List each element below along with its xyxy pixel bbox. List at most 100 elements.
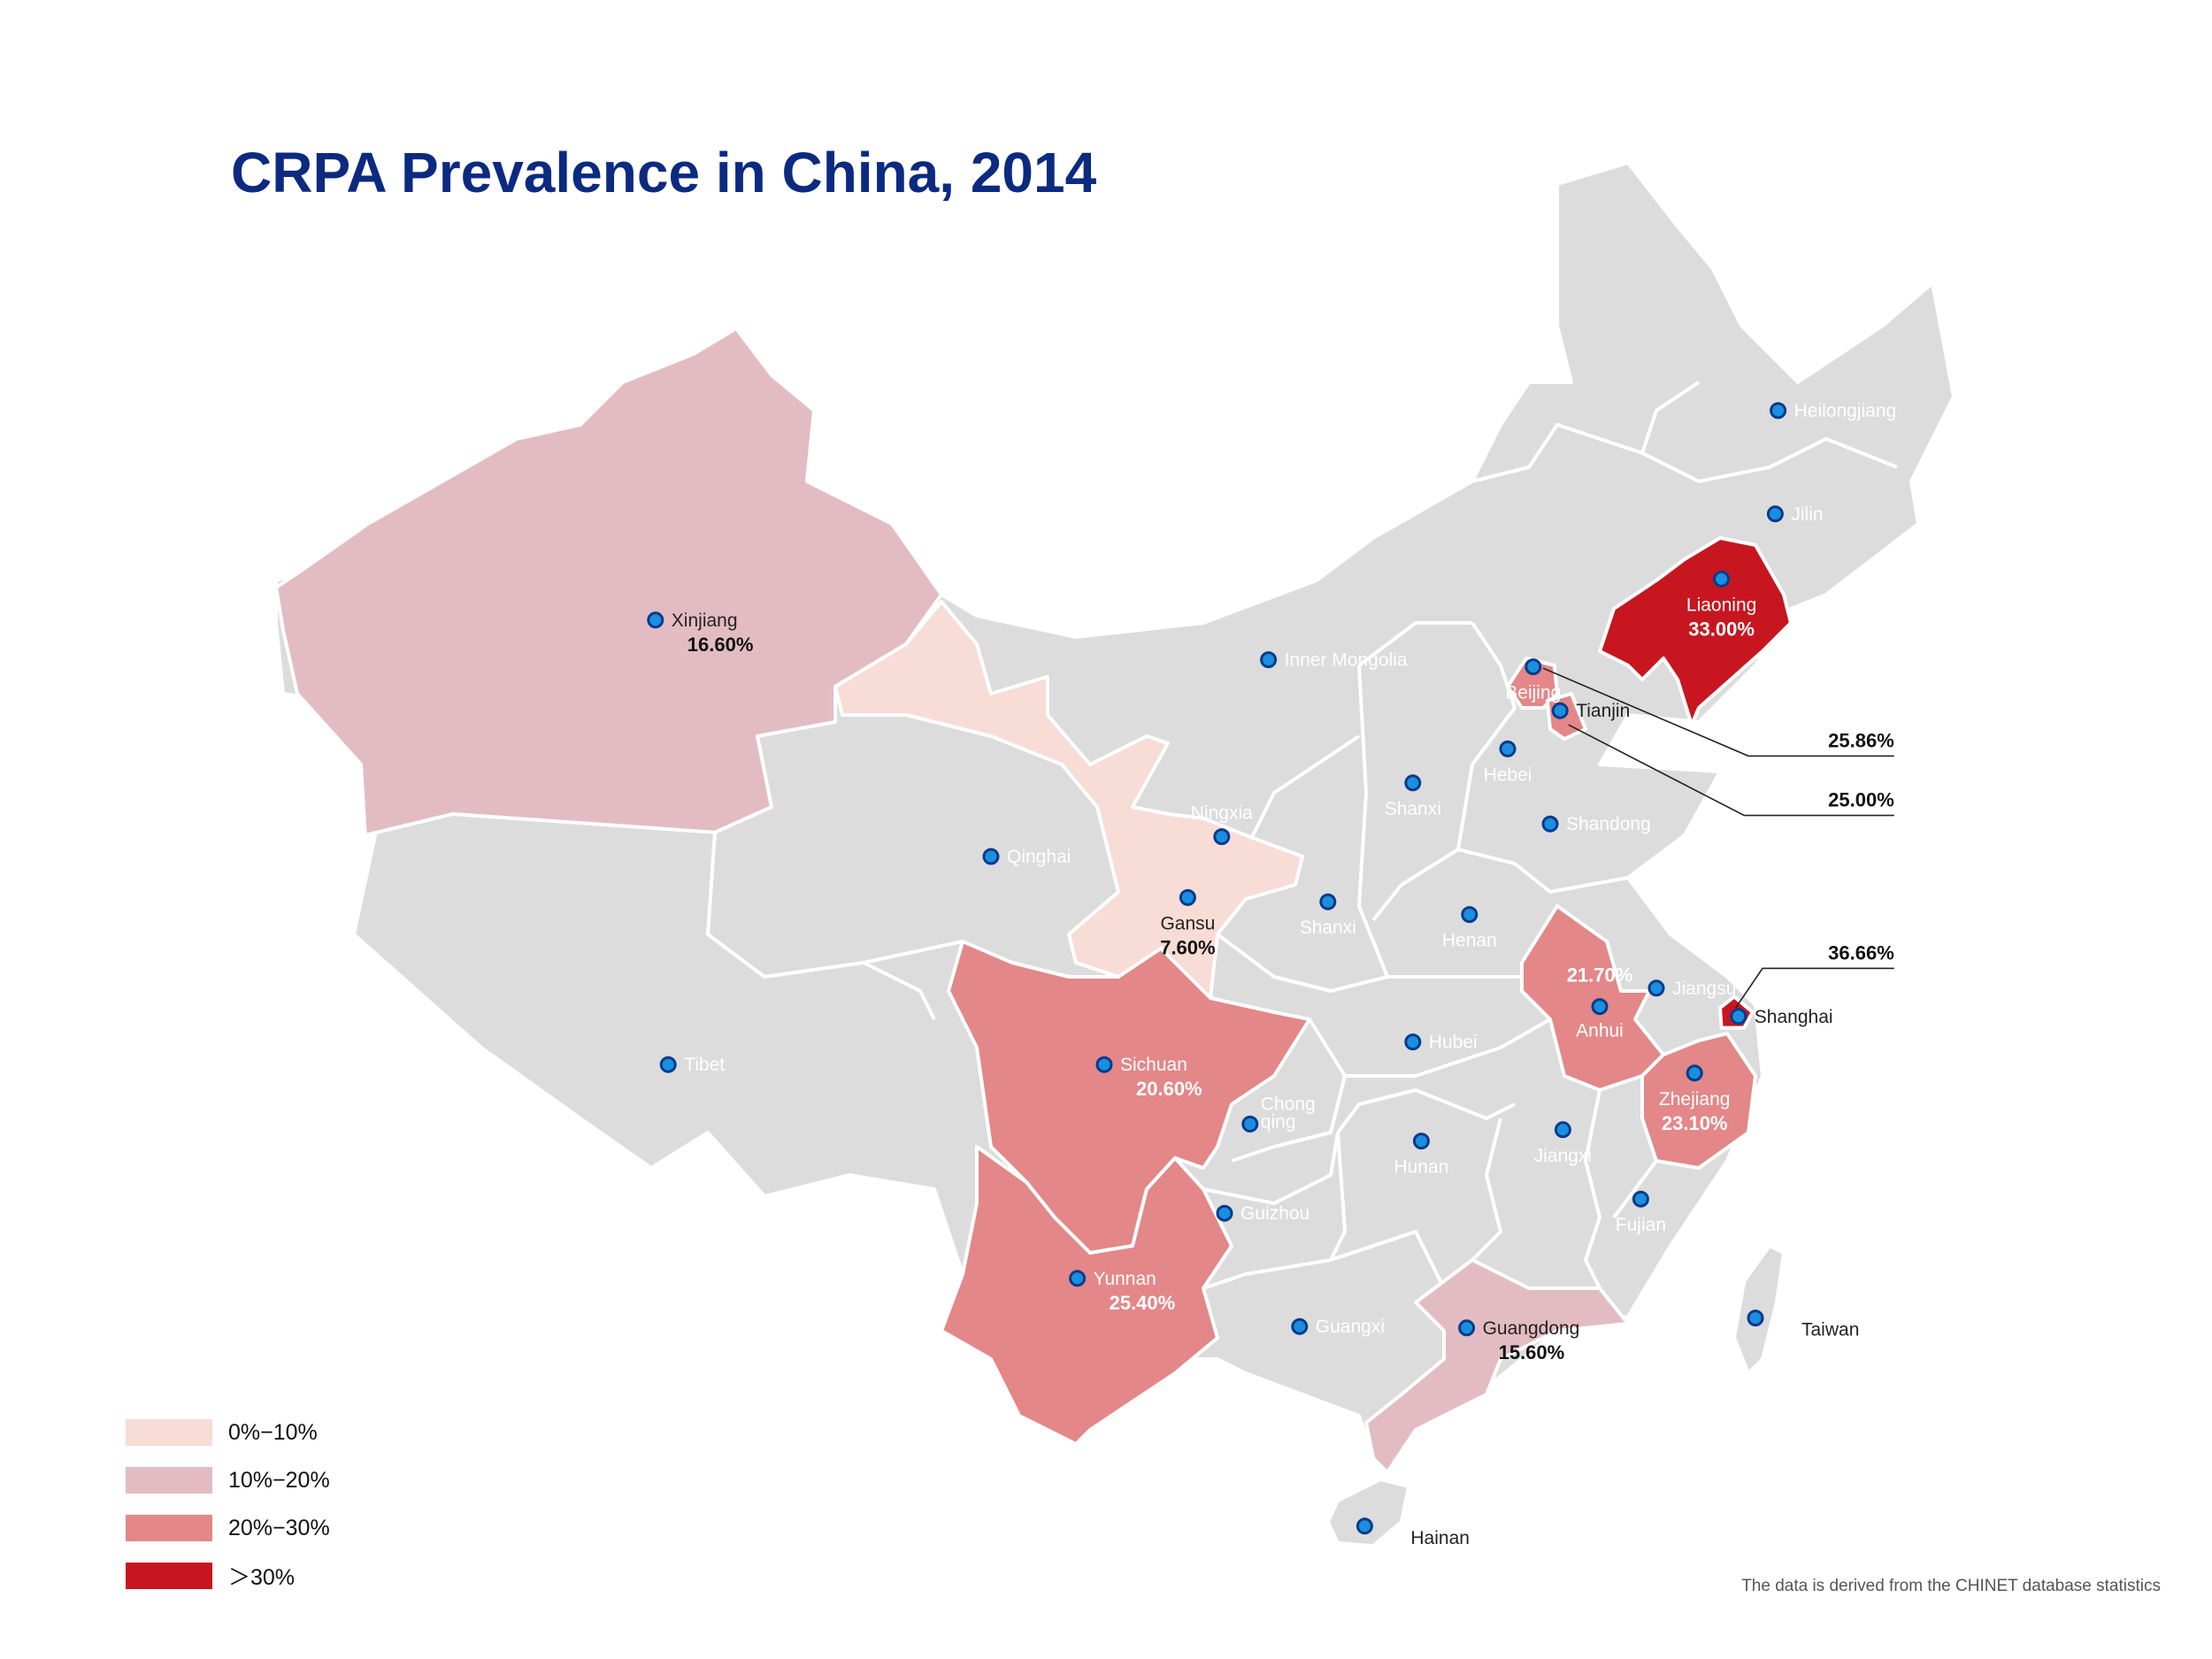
marker-guizhou-icon <box>1216 1204 1233 1222</box>
marker-fujian-icon <box>1632 1190 1649 1208</box>
label-hubei: Hubei <box>1429 1033 1478 1053</box>
region-xinjiang[interactable] <box>274 326 944 838</box>
label-guizhou: Guizhou <box>1240 1203 1310 1224</box>
callout-line-beijing <box>1542 667 1894 757</box>
source-note: The data is derived from the CHINET data… <box>1741 1577 2161 1595</box>
label-liaoning: Liaoning <box>1686 595 1756 615</box>
region-beijing[interactable] <box>1506 657 1560 710</box>
value-sichuan: 20.60% <box>1136 1078 1202 1100</box>
marker-yunnan-icon <box>1069 1270 1087 1287</box>
label-shanxi: Shanxi <box>1385 799 1441 819</box>
value-anhui: 21.70% <box>1567 964 1633 987</box>
marker-hunan-icon <box>1412 1133 1430 1150</box>
legend-swatch <box>126 1563 212 1589</box>
marker-shanxi-icon <box>1404 774 1422 792</box>
marker-shanxi-icon <box>1319 893 1337 910</box>
label-hunan: Hunan <box>1394 1157 1448 1178</box>
label-hebei: Hebei <box>1484 764 1532 785</box>
legend-label: ＞30% <box>228 1565 296 1590</box>
legend-label: 0%−10% <box>228 1419 318 1445</box>
marker-henan-icon <box>1461 906 1479 924</box>
marker-gansu-icon <box>1179 888 1196 906</box>
marker-hubei-icon <box>1404 1033 1422 1051</box>
region-zhejiang[interactable] <box>1640 1032 1758 1171</box>
page-title: CRPA Prevalence in China, 2014 <box>231 141 1097 204</box>
label-jiangxi: Jiangxi <box>1534 1146 1592 1166</box>
callout-line-shanghai <box>1734 967 1894 1009</box>
legend-item: ＞30% <box>126 1552 330 1600</box>
label-anhui: Anhui <box>1576 1021 1624 1041</box>
region-liaoning[interactable] <box>1598 536 1793 727</box>
label-henan: Henan <box>1442 931 1497 951</box>
label-shanghai: Shanghai <box>1755 1007 1833 1027</box>
label-yunnan: Yunnan <box>1094 1269 1156 1289</box>
legend-label: 10%−20% <box>228 1467 330 1493</box>
province-borders <box>706 380 1898 1290</box>
marker-shandong-icon <box>1541 815 1559 833</box>
marker-guangdong-icon <box>1458 1319 1476 1337</box>
label-shanxi: Shanxi <box>1300 918 1356 938</box>
hainan-shape <box>1325 1478 1411 1548</box>
label-heilongjiang: Heilongjiang <box>1794 401 1897 421</box>
label-jiangsu: Jiangsu <box>1672 979 1736 999</box>
marker-jilin-icon <box>1766 505 1784 523</box>
marker-xinjiang-icon <box>647 611 664 629</box>
value-guangdong: 15.60% <box>1499 1341 1565 1363</box>
region-yunnan[interactable] <box>940 1145 1234 1447</box>
marker-chong-qing-icon <box>1241 1115 1259 1133</box>
marker-shanghai-icon <box>1730 1008 1747 1025</box>
marker-beijing-icon <box>1525 658 1542 676</box>
callout-lines: 25.86% 25.00% 36.66% <box>1542 667 1894 1009</box>
label-zhejiang: Zhejiang <box>1659 1089 1731 1110</box>
marker-inner-mongolia-icon <box>1260 651 1278 669</box>
value-xinjiang: 16.60% <box>687 634 754 656</box>
label-jilin: Jilin <box>1791 504 1823 525</box>
legend-swatch <box>126 1467 212 1494</box>
legend-item: 20%−30% <box>126 1504 330 1552</box>
label-guangxi: Guangxi <box>1316 1317 1385 1337</box>
callout-value-shanghai: 36.66% <box>1828 941 1894 964</box>
marker-jiangxi-icon <box>1554 1121 1571 1139</box>
marker-guangxi-icon <box>1291 1317 1309 1335</box>
legend: 0%−10% 10%−20% 20%−30% ＞30% <box>126 1409 330 1600</box>
callout-value-beijing: 25.86% <box>1828 729 1894 751</box>
marker-qinghai-icon <box>982 848 1000 865</box>
marker-hainan-icon <box>1356 1517 1373 1535</box>
marker-anhui-icon <box>1591 998 1609 1016</box>
marker-hebei-icon <box>1499 740 1517 757</box>
label-tibet: Tibet <box>684 1055 725 1075</box>
legend-item: 0%−10% <box>126 1409 330 1456</box>
value-yunnan: 25.40% <box>1110 1292 1176 1314</box>
legend-label: 20%−30% <box>228 1515 330 1540</box>
label-xinjiang: Xinjiang <box>672 611 738 631</box>
region-sichuan[interactable] <box>947 940 1312 1256</box>
label-sichuan: Sichuan <box>1120 1055 1187 1075</box>
label-ningxia: Ningxia <box>1191 803 1253 824</box>
region-guangdong[interactable] <box>1364 1258 1631 1475</box>
legend-swatch <box>126 1419 212 1446</box>
marker-tibet-icon <box>659 1056 677 1073</box>
label-taiwan: Taiwan <box>1801 1320 1859 1340</box>
legend-item: 10%−20% <box>126 1456 330 1504</box>
marker-ningxia-icon <box>1213 828 1231 846</box>
label-guangdong: Guangdong <box>1483 1318 1580 1339</box>
marker-jiangsu-icon <box>1647 979 1665 997</box>
value-zhejiang: 23.10% <box>1662 1112 1728 1134</box>
province-markers: Heilongjiang Jilin Liaoning 33.00% Inner Mon… <box>647 401 1897 1548</box>
label-fujian: Fujian <box>1616 1215 1666 1235</box>
callout-value-tianjin: 25.00% <box>1828 789 1894 811</box>
label-shandong: Shandong <box>1566 814 1651 834</box>
value-gansu: 7.60% <box>1160 936 1215 958</box>
label-tianjin: Tianjin <box>1576 701 1630 721</box>
label-chong-qing: Chong <box>1261 1094 1316 1114</box>
marker-sichuan-icon <box>1095 1056 1113 1073</box>
marker-liaoning-icon <box>1713 570 1731 588</box>
taiwan-shape <box>1732 1244 1786 1376</box>
label-inner-mongolia: Inner Mongolia <box>1285 650 1408 671</box>
callout-line-tianjin <box>1568 724 1894 817</box>
label-qinghai: Qinghai <box>1007 847 1071 867</box>
label-gansu: Gansu <box>1160 913 1215 933</box>
marker-taiwan-icon <box>1747 1310 1764 1327</box>
label-hainan: Hainan <box>1410 1528 1470 1548</box>
